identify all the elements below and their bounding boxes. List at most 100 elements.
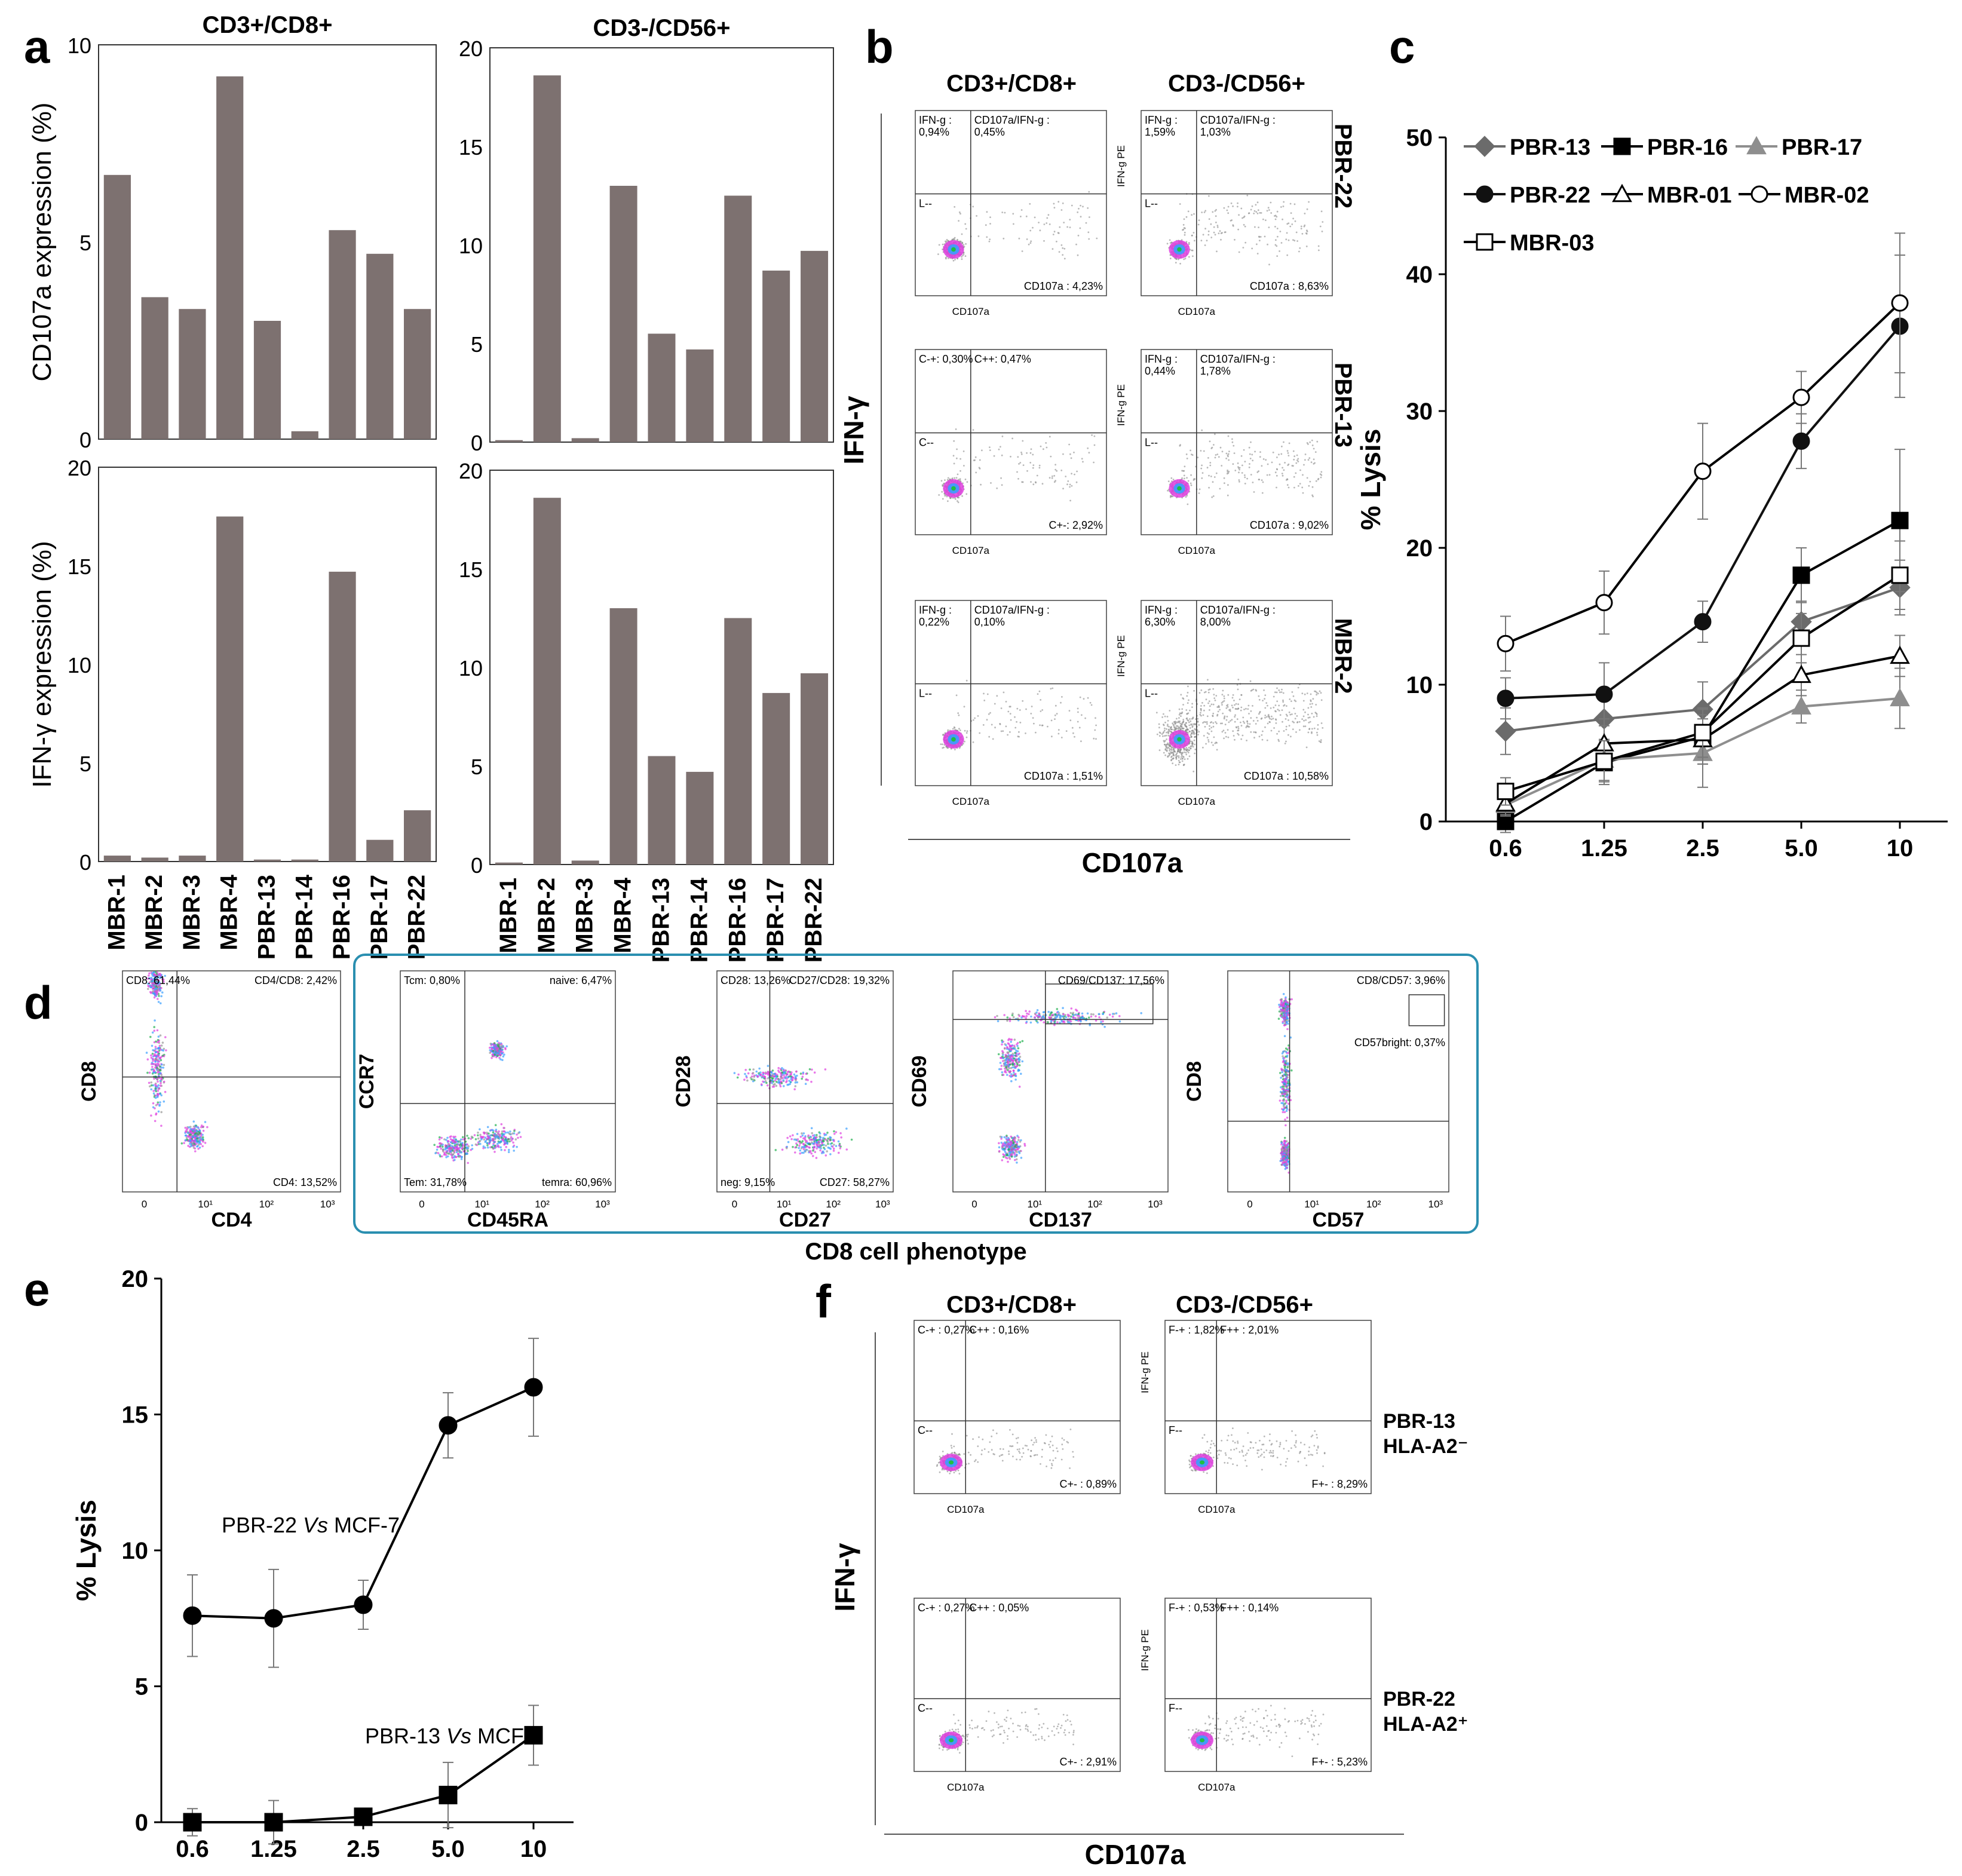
event-dot [1191,718,1193,720]
event-dot [1305,719,1307,721]
event-dot [492,1139,494,1142]
event-dot [1163,713,1164,715]
event-dot [942,498,944,500]
event-dot [810,1081,813,1083]
event-dot [985,224,987,226]
event-dot [1059,226,1060,228]
event-dot [1286,255,1288,256]
event-dot [1227,706,1229,708]
event-dot [1054,207,1056,209]
event-dot [1232,224,1234,226]
bar [648,334,676,443]
event-dot [1190,724,1192,725]
event-dot [1200,705,1202,707]
event-dot [162,1055,164,1057]
event-dot [1230,710,1231,712]
event-dot [492,1130,495,1132]
event-dot [445,1139,447,1141]
event-dot [1043,448,1044,450]
event-dot [155,1056,158,1058]
panel-label-b: b [865,20,894,73]
event-dot [1234,470,1236,471]
event-dot [1190,727,1191,729]
event-dot [978,235,980,237]
event-dot [459,1140,461,1142]
y-tick-label: 40 [1406,262,1433,288]
y-tick-label: 15 [68,554,91,579]
event-dot [942,743,943,745]
event-dot [1289,443,1290,445]
event-dot [1262,219,1264,220]
event-dot [1293,459,1295,461]
data-point [1614,139,1630,154]
event-dot [505,1146,507,1148]
event-dot [1267,210,1268,211]
event-dot [492,1054,494,1056]
event-dot [154,1087,157,1090]
event-dot [795,1071,798,1073]
event-dot [1276,245,1277,247]
event-dot [1190,734,1192,736]
event-dot [1268,721,1270,723]
event-dot [1296,459,1298,461]
event-dot [938,494,940,496]
event-dot [1203,234,1204,235]
event-dot [1200,689,1202,691]
event-dot [160,1072,162,1075]
event-dot [1170,759,1172,761]
event-dot [1274,691,1276,693]
event-dot [1225,732,1227,734]
event-dot [1046,217,1048,219]
event-dot [1189,731,1191,732]
event-dot [1321,722,1323,724]
event-dot [1299,470,1301,471]
event-dot [1304,712,1306,713]
event-dot [1197,456,1199,458]
event-dot [147,1058,149,1060]
event-dot [493,1151,496,1153]
event-dot [1293,695,1295,697]
event-dot [1250,209,1252,211]
event-dot [1010,713,1011,715]
event-dot [781,1067,783,1069]
event-dot [443,1154,446,1156]
plot-y-label: IFN-g PE [1115,384,1127,426]
event-dot [1179,723,1181,725]
event-dot [1304,213,1306,214]
event-dot [1218,711,1219,713]
event-dot [501,1123,503,1126]
event-dot [1184,234,1186,236]
event-dot [1187,504,1189,505]
event-dot [185,1127,187,1129]
event-dot [1233,694,1234,696]
event-dot [1270,212,1272,214]
event-dot [959,213,961,214]
event-dot [1182,697,1184,699]
flow-plot-frame [1141,111,1332,296]
event-dot [1287,464,1289,466]
event-dot [1282,721,1283,723]
quadrant-label: CD107a : 8,63% [1250,280,1329,292]
event-dot [958,497,959,499]
event-dot [1314,691,1316,692]
event-dot [1054,715,1056,716]
event-dot [976,215,977,217]
event-dot [1040,699,1041,701]
event-dot [153,1070,155,1072]
event-dot [202,1136,204,1139]
event-dot [1312,496,1314,498]
event-dot [1215,700,1216,701]
event-dot [1212,722,1214,724]
event-dot [1011,438,1013,440]
event-dot [1251,689,1253,691]
event-dot [1053,475,1055,477]
event-dot [1087,231,1089,233]
event-dot [195,1126,198,1128]
row-label: MBR-2 [1330,618,1356,694]
event-dot [1271,716,1273,718]
event-dot [1227,210,1228,211]
event-dot [1162,735,1164,737]
event-dot [775,1075,778,1078]
event-dot [1181,724,1183,725]
